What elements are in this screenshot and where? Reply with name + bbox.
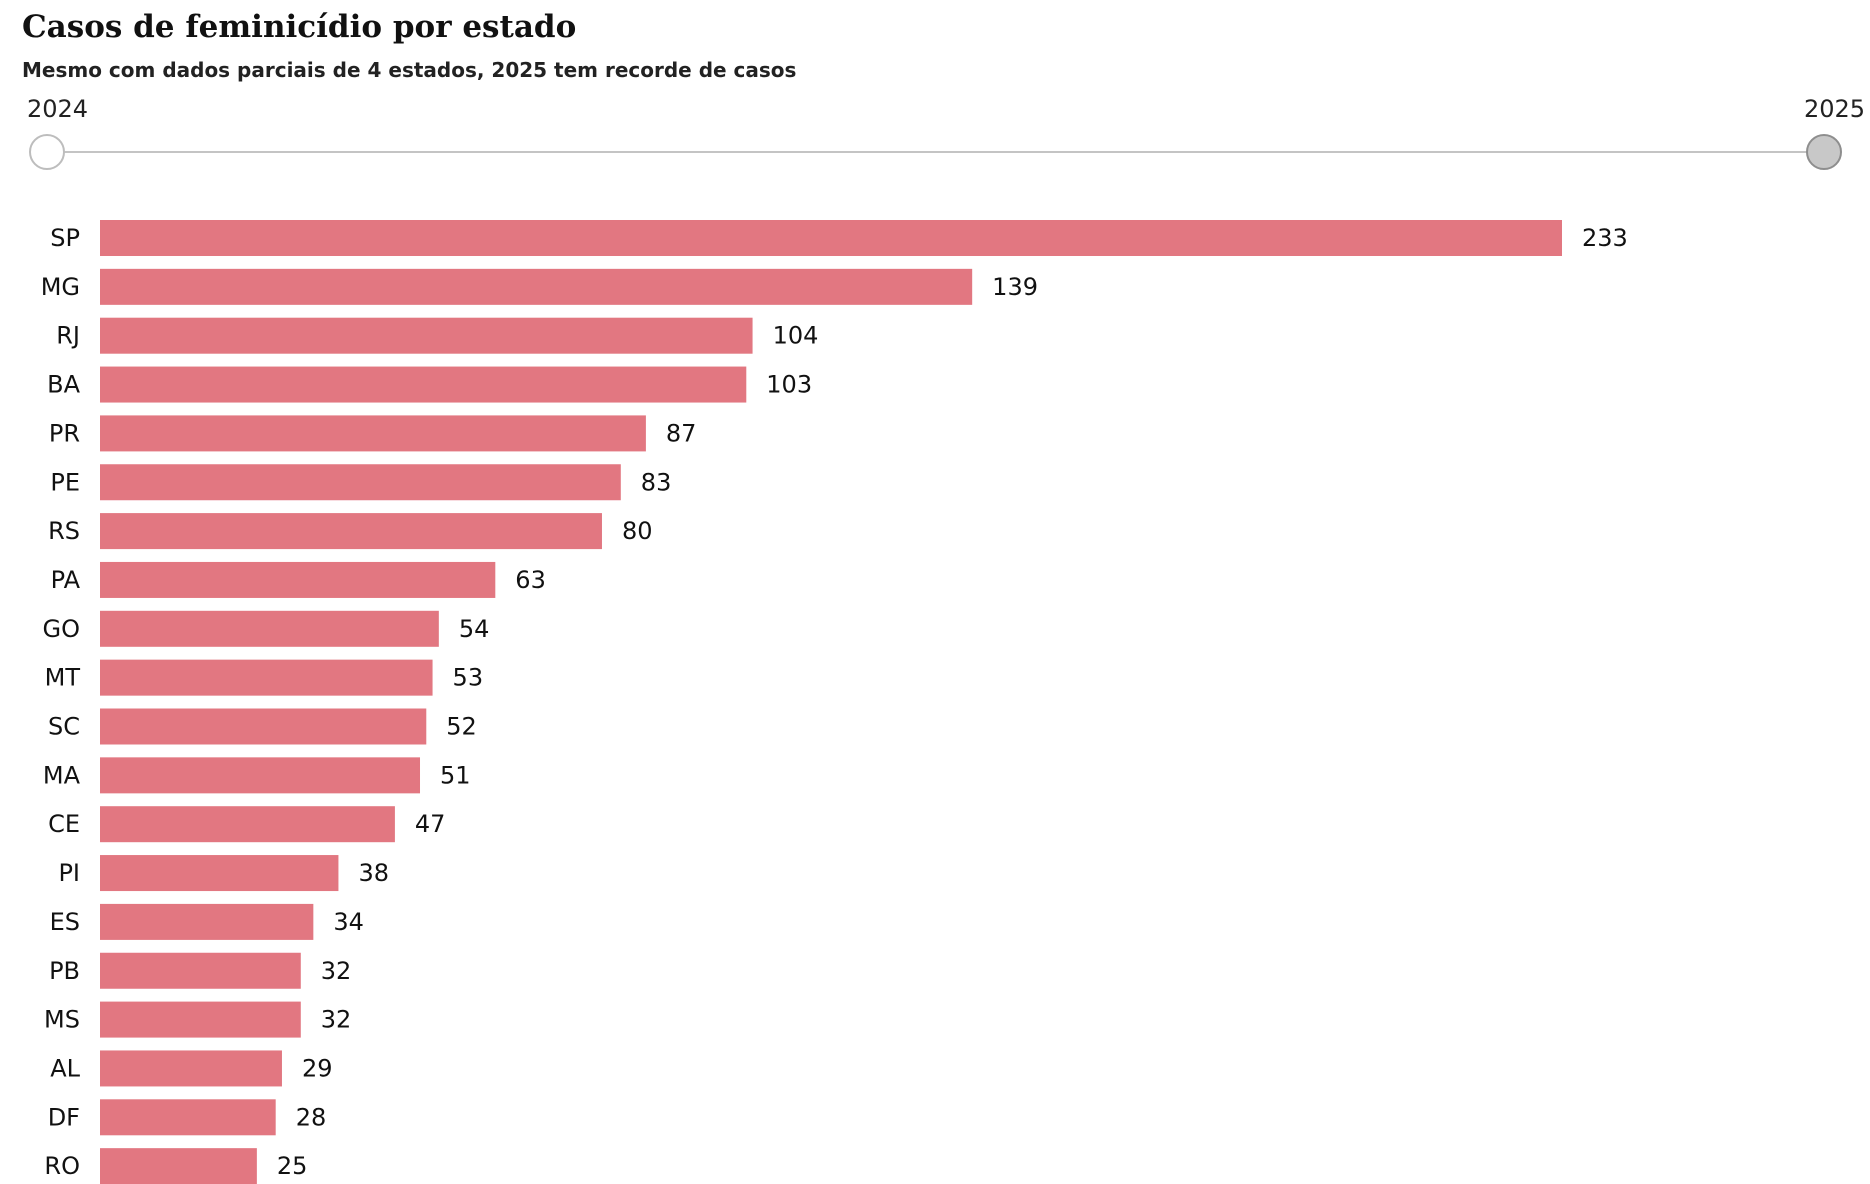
- bar-mt: [100, 659, 433, 696]
- value-label-rs: 80: [622, 517, 653, 545]
- bar-rs: [100, 513, 602, 550]
- bar-ms: [100, 1001, 301, 1038]
- year-slider[interactable]: 2024 2025: [0, 95, 1870, 175]
- category-label-rj: RJ: [56, 322, 80, 350]
- value-label-pr: 87: [666, 419, 697, 447]
- category-label-al: AL: [50, 1054, 80, 1082]
- bar-go: [100, 610, 439, 647]
- bar-chart: SP 233 MG 139 RJ 104 BA 103 PR 87 PE 83 RS 80 PA 63 GO 54…: [41, 220, 1628, 1184]
- bar-ba: [100, 366, 747, 403]
- year-slider-start-label: 2024: [27, 95, 89, 123]
- bar-pr: [100, 415, 646, 452]
- value-label-ma: 51: [440, 761, 471, 789]
- value-label-pb: 32: [321, 957, 352, 985]
- value-label-rj: 104: [773, 322, 819, 350]
- category-label-mg: MG: [41, 273, 80, 301]
- value-label-pa: 63: [515, 566, 546, 594]
- value-label-mg: 139: [992, 273, 1038, 301]
- value-label-ms: 32: [321, 1006, 352, 1034]
- bar-sc: [100, 708, 427, 745]
- value-label-ro: 25: [277, 1152, 308, 1180]
- category-label-ro: RO: [44, 1152, 80, 1180]
- bar-ce: [100, 806, 395, 843]
- value-label-al: 29: [302, 1054, 333, 1082]
- bar-pb: [100, 952, 301, 989]
- value-label-go: 54: [459, 615, 490, 643]
- category-label-ma: MA: [43, 761, 81, 789]
- bar-pe: [100, 464, 621, 501]
- bar-pa: [100, 561, 496, 598]
- category-label-ms: MS: [44, 1006, 80, 1034]
- value-label-mt: 53: [453, 664, 484, 692]
- value-label-ba: 103: [766, 371, 812, 399]
- category-label-pi: PI: [58, 859, 80, 887]
- bar-sp: [100, 220, 1562, 256]
- category-label-df: DF: [48, 1103, 80, 1131]
- bar-es: [100, 903, 314, 940]
- year-slider-end-label: 2025: [1804, 95, 1866, 123]
- category-label-pb: PB: [49, 957, 80, 985]
- bar-ro: [100, 1148, 257, 1184]
- category-label-ce: CE: [48, 810, 80, 838]
- year-slider-handle-2024[interactable]: [29, 134, 65, 170]
- value-label-sc: 52: [446, 713, 477, 741]
- chart-title: Casos de feminicídio por estado: [22, 9, 577, 45]
- bar-ma: [100, 757, 421, 794]
- value-label-df: 28: [296, 1103, 327, 1131]
- bar-mg: [100, 268, 973, 305]
- year-slider-track[interactable]: [47, 151, 1824, 153]
- category-label-sc: SC: [48, 713, 80, 741]
- value-label-es: 34: [333, 908, 364, 936]
- category-label-ba: BA: [47, 371, 80, 399]
- bar-df: [100, 1099, 276, 1136]
- category-label-rs: RS: [48, 517, 80, 545]
- year-slider-handle-2025[interactable]: [1806, 134, 1842, 170]
- category-label-pa: PA: [51, 566, 81, 594]
- value-label-pe: 83: [641, 468, 672, 496]
- bar-pi: [100, 855, 339, 892]
- category-label-mt: MT: [45, 664, 81, 692]
- bar-rj: [100, 317, 753, 354]
- category-label-sp: SP: [50, 224, 80, 252]
- chart-subtitle: Mesmo com dados parciais de 4 estados, 2…: [22, 58, 797, 82]
- value-label-sp: 233: [1582, 224, 1628, 252]
- category-label-go: GO: [43, 615, 81, 643]
- category-label-es: ES: [50, 908, 80, 936]
- bar-al: [100, 1050, 282, 1087]
- value-label-ce: 47: [415, 810, 446, 838]
- value-label-pi: 38: [358, 859, 389, 887]
- category-label-pr: PR: [49, 419, 80, 447]
- category-label-pe: PE: [50, 468, 80, 496]
